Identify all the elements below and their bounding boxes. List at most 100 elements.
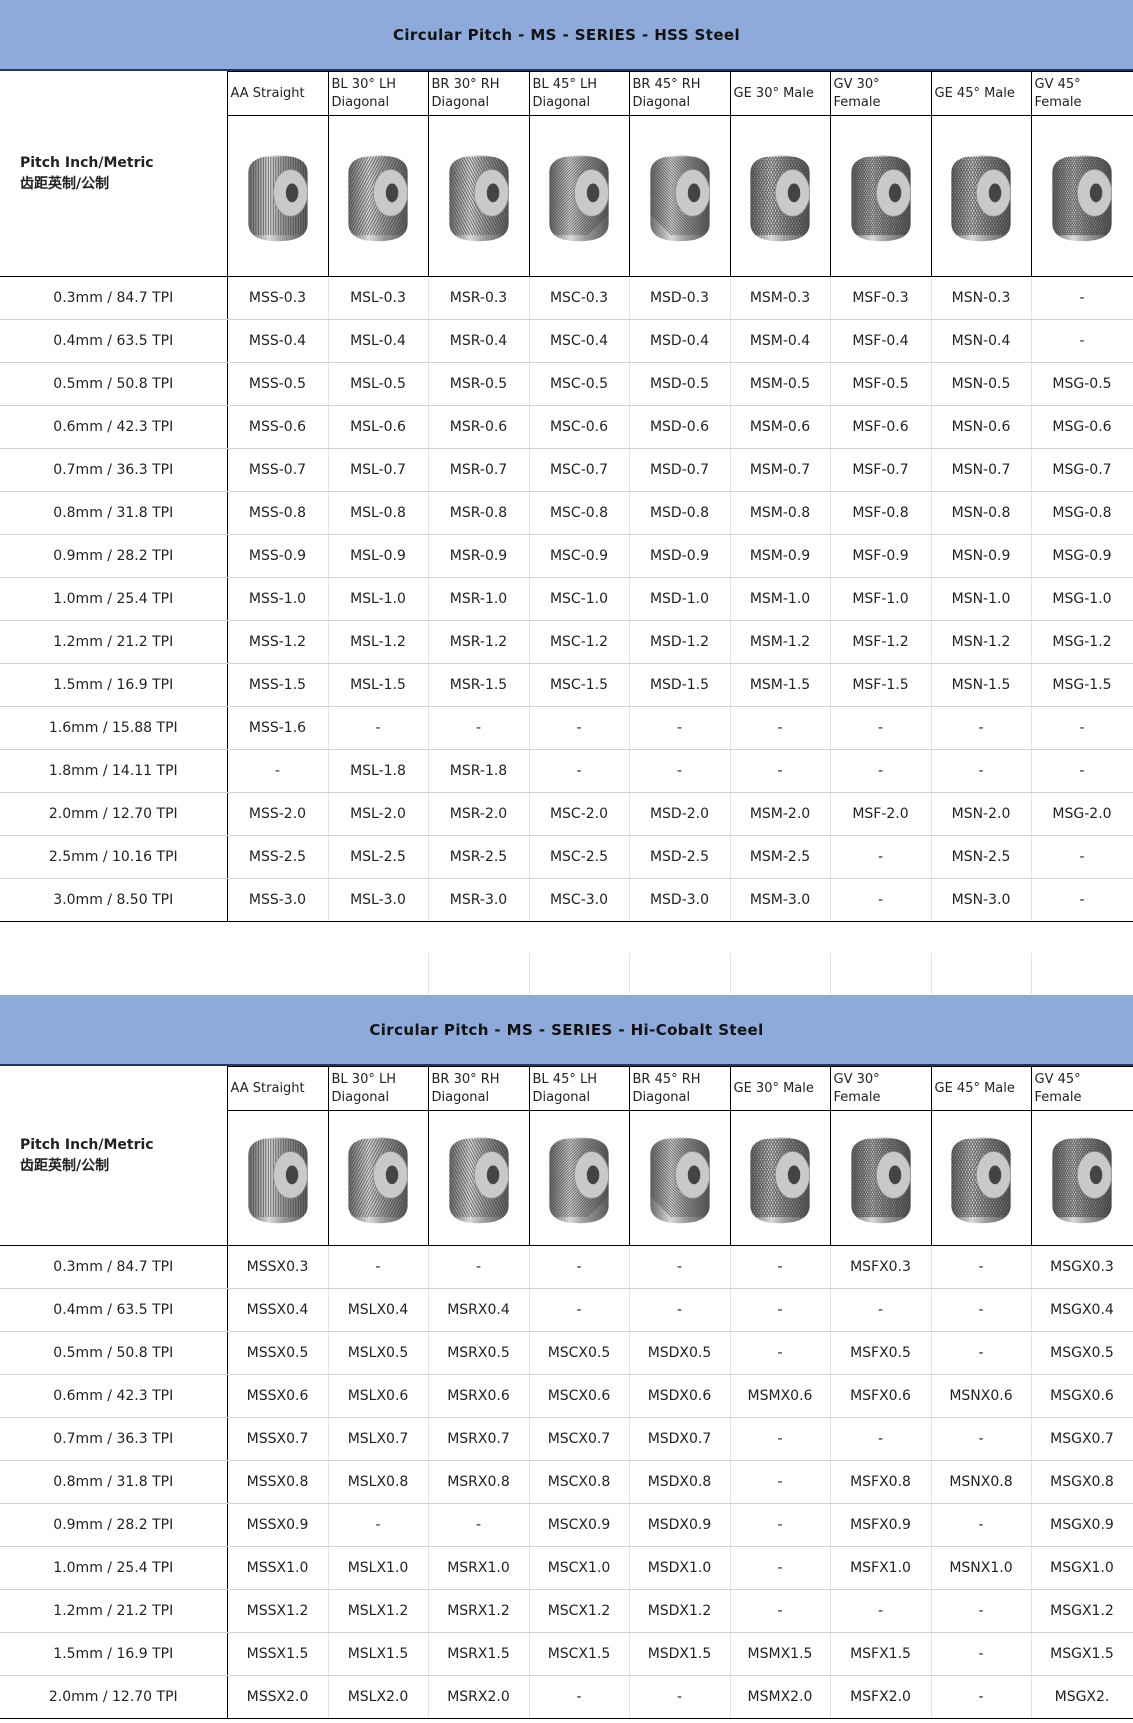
- knurl-wheel-icon: [247, 1137, 308, 1224]
- part-number-cell: MSC-1.0: [529, 577, 630, 621]
- part-number-cell: MSR-2.0: [428, 792, 530, 836]
- part-number-cell: MSSX0.5: [227, 1331, 329, 1375]
- part-number-cell: -: [730, 1589, 831, 1633]
- table-row: 2.0mm / 12.70 TPI MSS-2.0 MSL-2.0 MSR-2.0 MS…: [0, 792, 1133, 836]
- part-number-cell: MSR-0.9: [428, 534, 530, 578]
- pitch-cell: 1.0mm / 25.4 TPI: [0, 1546, 228, 1590]
- part-number-cell: MSN-0.7: [931, 448, 1032, 492]
- part-number-cell: MSF-0.6: [830, 405, 932, 449]
- part-number-cell: MSLX0.7: [328, 1417, 429, 1461]
- part-number-cell: MSF-1.0: [830, 577, 932, 621]
- column-header: BR 30° RH Diagonal: [428, 1066, 530, 1111]
- part-number-cell: MSLX1.5: [328, 1632, 429, 1676]
- part-number-cell: MSFX0.8: [830, 1460, 932, 1504]
- part-number-cell: -: [931, 1288, 1032, 1332]
- part-number-cell: MSCX1.0: [529, 1546, 630, 1590]
- part-number-cell: MSDX0.6: [629, 1374, 731, 1418]
- cobalt-title-banner: Circular Pitch - MS - SERIES - Hi-Cobalt…: [0, 995, 1133, 1066]
- knurl-wheel-icon: [448, 1137, 509, 1224]
- part-number-cell: MSL-2.5: [328, 835, 429, 879]
- pitch-cell: 0.6mm / 42.3 TPI: [0, 1374, 228, 1418]
- knurl-wheel-image: [830, 1110, 932, 1246]
- part-number-cell: MSL-2.0: [328, 792, 429, 836]
- part-number-cell: MSL-1.8: [328, 749, 429, 793]
- pitch-cell: 0.9mm / 28.2 TPI: [0, 1503, 228, 1547]
- part-number-cell: MSL-0.4: [328, 319, 429, 363]
- part-number-cell: MSL-0.5: [328, 362, 429, 406]
- part-number-cell: MSNX1.0: [931, 1546, 1032, 1590]
- part-number-cell: MSS-0.5: [227, 362, 329, 406]
- part-number-cell: MSCX0.6: [529, 1374, 630, 1418]
- knurl-wheel-image: [629, 115, 731, 277]
- knurl-wheel-icon: [649, 155, 710, 242]
- table-row: 0.3mm / 84.7 TPI MSSX0.3- - - - - MSFX0.3- MSGX…: [0, 1245, 1133, 1289]
- table-row: 3.0mm / 8.50 TPI MSS-3.0 MSL-3.0 MSR-3.0 MSC…: [0, 878, 1133, 922]
- part-number-cell: MSSX0.8: [227, 1460, 329, 1504]
- part-number-cell: -: [529, 1675, 630, 1719]
- part-number-cell: MSDX0.5: [629, 1331, 731, 1375]
- part-number-cell: MSN-0.6: [931, 405, 1032, 449]
- table-row: 0.4mm / 63.5 TPI MSSX0.4 MSLX0.4 MSRX0.4- - -…: [0, 1288, 1133, 1332]
- part-number-cell: MSR-0.8: [428, 491, 530, 535]
- part-number-cell: MSC-0.3: [529, 276, 630, 320]
- knurl-wheel-image: [227, 115, 329, 277]
- part-number-cell: -: [730, 749, 831, 793]
- part-number-cell: MSM-1.0: [730, 577, 831, 621]
- knurl-wheel-image: [529, 115, 630, 277]
- part-number-cell: MSC-0.7: [529, 448, 630, 492]
- part-number-cell: MSGX0.5: [1031, 1331, 1133, 1375]
- part-number-cell: MSM-0.5: [730, 362, 831, 406]
- part-number-cell: MSDX0.7: [629, 1417, 731, 1461]
- part-number-cell: -: [629, 1245, 731, 1289]
- knurl-wheel-image: [328, 1110, 429, 1246]
- part-number-cell: MSRX2.0: [428, 1675, 530, 1719]
- part-number-cell: MSM-1.5: [730, 663, 831, 707]
- part-number-cell: MSGX1.0: [1031, 1546, 1133, 1590]
- cobalt-table: Pitch Inch/Metric 齿距英制/公制 AA Straight BL …: [0, 1066, 1133, 1719]
- part-number-cell: -: [730, 1546, 831, 1590]
- part-number-cell: -: [529, 749, 630, 793]
- part-number-cell: MSM-1.2: [730, 620, 831, 664]
- part-number-cell: MSGX2.: [1031, 1675, 1133, 1719]
- table-row: 0.7mm / 36.3 TPI MSSX0.7 MSLX0.7 MSRX0.7 MSC…: [0, 1417, 1133, 1461]
- table-row: 0.6mm / 42.3 TPI MSS-0.6 MSL-0.6 MSR-0.6 MSC…: [0, 405, 1133, 449]
- part-number-cell: MSS-0.9: [227, 534, 329, 578]
- part-number-cell: MSN-2.5: [931, 835, 1032, 879]
- column-header: BR 45° RH Diagonal: [629, 1066, 731, 1111]
- hss-title-banner: Circular Pitch - MS - SERIES - HSS Steel: [0, 0, 1133, 71]
- part-number-cell: MSRX1.0: [428, 1546, 530, 1590]
- pitch-cell: 0.8mm / 31.8 TPI: [0, 1460, 228, 1504]
- part-number-cell: MSM-0.6: [730, 405, 831, 449]
- part-number-cell: MSF-0.3: [830, 276, 932, 320]
- part-number-cell: MSLX0.6: [328, 1374, 429, 1418]
- part-number-cell: MSR-1.5: [428, 663, 530, 707]
- part-number-cell: MSS-2.5: [227, 835, 329, 879]
- part-number-cell: MSLX0.4: [328, 1288, 429, 1332]
- table-row: 0.5mm / 50.8 TPI MSS-0.5 MSL-0.5 MSR-0.5 MSC…: [0, 362, 1133, 406]
- part-number-cell: MSGX1.2: [1031, 1589, 1133, 1633]
- part-number-cell: -: [1031, 749, 1133, 793]
- knurl-wheel-icon: [750, 155, 811, 242]
- part-number-cell: MSF-0.9: [830, 534, 932, 578]
- part-number-cell: MSN-0.8: [931, 491, 1032, 535]
- part-number-cell: MSR-2.5: [428, 835, 530, 879]
- knurl-wheel-image: [629, 1110, 731, 1246]
- part-number-cell: -: [931, 706, 1032, 750]
- part-number-cell: MSN-1.0: [931, 577, 1032, 621]
- part-number-cell: MSF-0.8: [830, 491, 932, 535]
- part-number-cell: -: [1031, 276, 1133, 320]
- part-number-cell: -: [328, 706, 429, 750]
- knurl-wheel-icon: [850, 155, 911, 242]
- part-number-cell: MSC-1.5: [529, 663, 630, 707]
- part-number-cell: -: [730, 1331, 831, 1375]
- part-number-cell: MSD-3.0: [629, 878, 731, 922]
- part-number-cell: -: [931, 749, 1032, 793]
- column-header: GE 30° Male: [730, 1066, 831, 1111]
- knurl-wheel-icon: [348, 1137, 409, 1224]
- column-header: AA Straight: [227, 1066, 329, 1111]
- part-number-cell: MSGX1.5: [1031, 1632, 1133, 1676]
- pitch-cell: 1.6mm / 15.88 TPI: [0, 706, 228, 750]
- part-number-cell: MSL-1.5: [328, 663, 429, 707]
- knurl-wheel-icon: [1052, 155, 1113, 242]
- knurl-wheel-icon: [850, 1137, 911, 1224]
